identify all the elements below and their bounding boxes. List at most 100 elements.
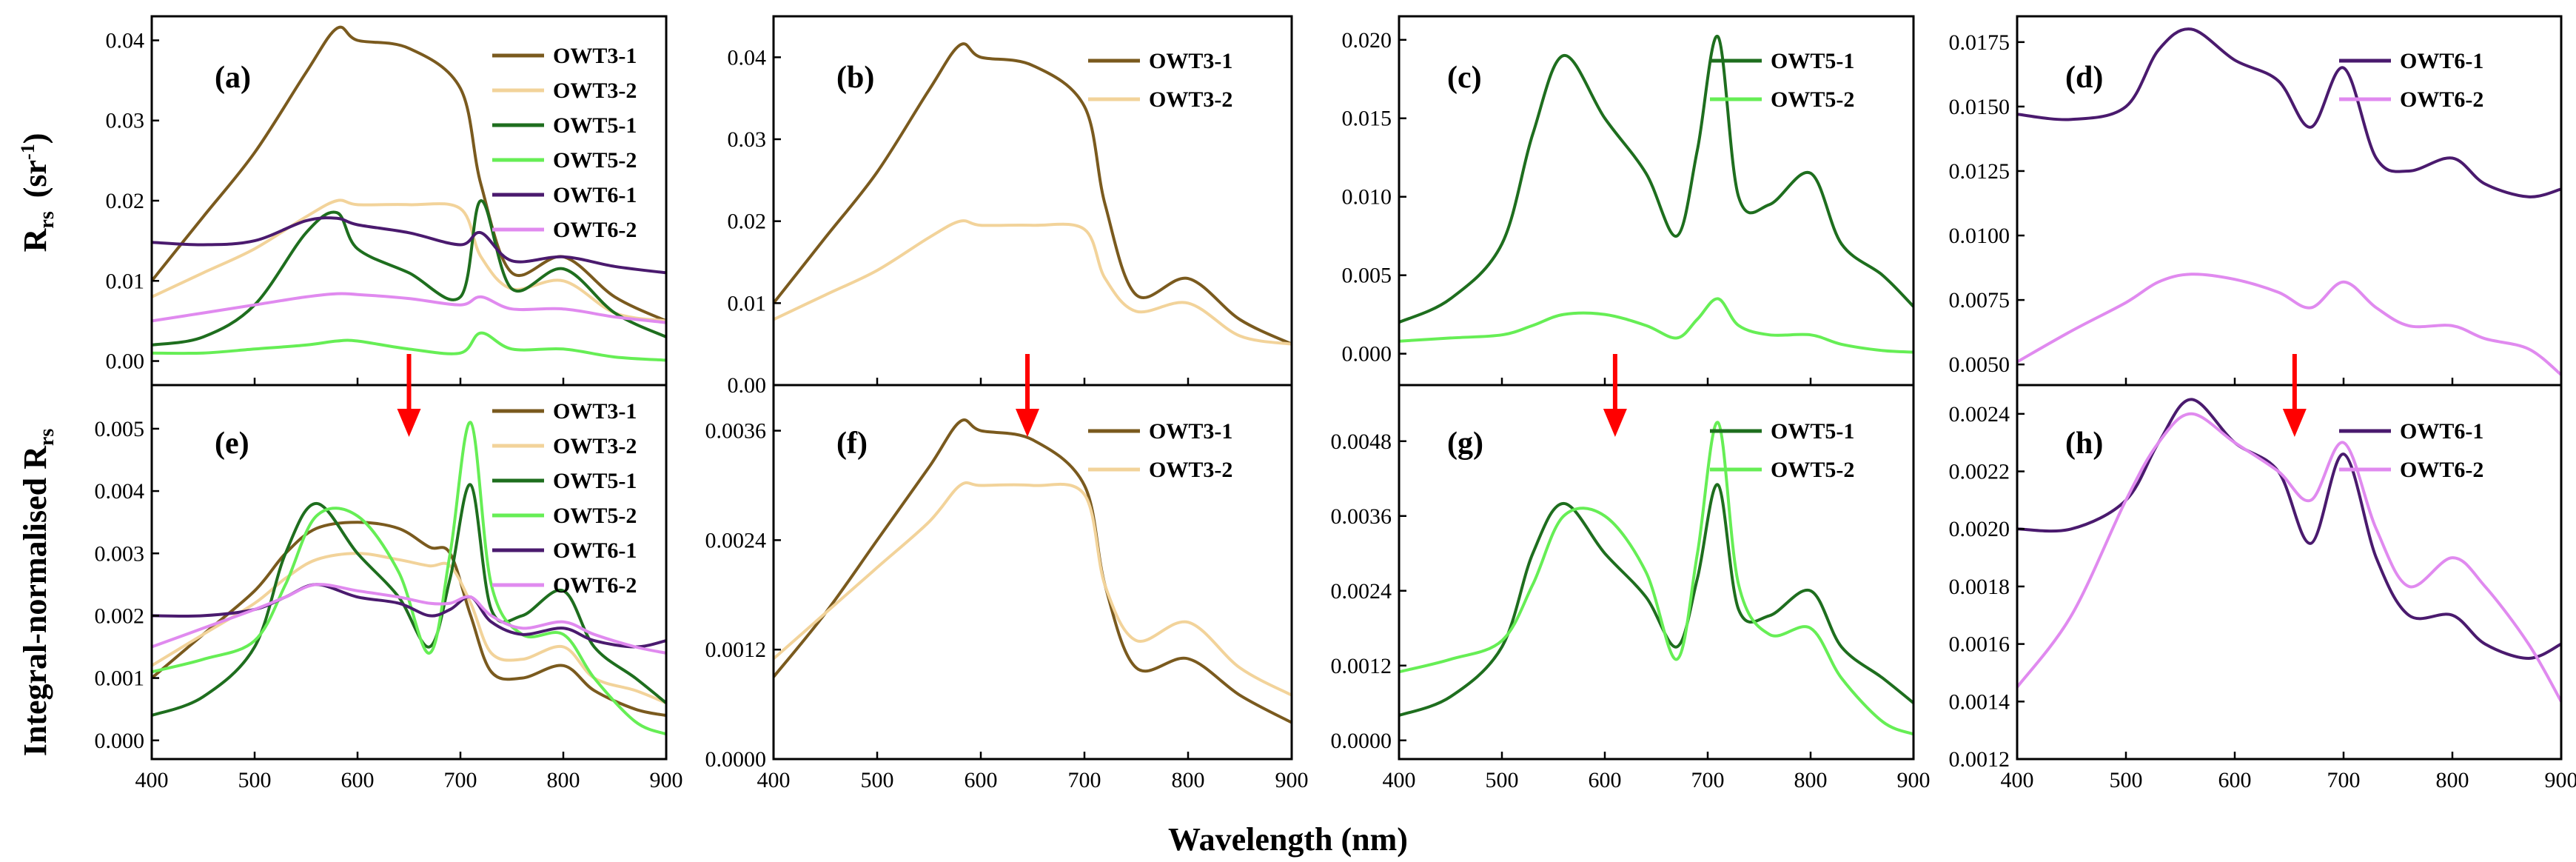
x-tick-label: 600 [1589,768,1622,792]
legend: OWT5-1 OWT5-2 [1710,419,1854,482]
legend: OWT6-1 OWT6-2 [2339,419,2483,482]
y-tick-label: 0.0050 [1949,353,2010,377]
x-tick-label: 900 [1897,768,1931,792]
arrow-head [1016,409,1039,437]
series-line-owt6-2 [2017,412,2561,703]
red-arrow [1603,354,1627,437]
series-line-owt6-1 [152,216,666,275]
series-layer [152,25,666,362]
y-tick-label: 0.0000 [1331,729,1392,753]
arrow-head [2282,409,2307,437]
series-layer [2017,398,2561,703]
y-tick-label: 0.0016 [1949,632,2010,657]
x-tick-label: 800 [1794,768,1828,792]
y-tick-label: 0.0036 [1331,504,1392,529]
series-line-owt6-2 [2017,273,2561,376]
x-axis-title: Wavelength (nm) [1168,821,1408,858]
legend-label: OWT6-1 [2400,419,2483,444]
y-axis-title-bottom-main: Integral-normalised R [17,445,53,756]
y-tick-label: 0.0020 [1949,517,2010,541]
red-arrow [2282,354,2307,437]
y-tick-label: 0.04 [728,45,767,70]
y-tick-label: 0.0022 [1949,460,2010,484]
series-layer [774,418,1292,724]
y-tick-label: 0.0036 [705,419,767,444]
x-tick-label: 500 [861,768,894,792]
y-axis-title-top-unit-sup: -1 [17,144,38,160]
series-line-owt5-2 [152,421,666,736]
legend: OWT3-1 OWT3-2 [1088,419,1232,482]
x-tick-label: 700 [1068,768,1101,792]
panel-label: (h) [2065,427,2103,461]
y-tick-label: 0.0000 [705,747,767,772]
arrows-layer [397,354,2307,437]
y-tick-label: 0.02 [106,189,145,213]
x-tick-label: 500 [2110,768,2143,792]
y-tick-label: 0.0024 [1949,402,2010,427]
y-tick-label: 0.005 [95,417,145,441]
legend-label: OWT5-2 [1771,458,1854,482]
legend-label: OWT5-1 [1771,419,1854,444]
y-tick-label: 0.015 [1342,107,1392,131]
series-layer [1399,35,1913,354]
legend-label: OWT6-1 [2400,49,2483,73]
y-axis-title-bottom: Integral-normalised Rrs [17,429,58,757]
legend-label: OWT6-2 [2400,458,2483,482]
series-line-owt5-2 [152,331,666,362]
x-tick-label: 900 [650,768,683,792]
panel-a: 0.00 0.01 0.02 0.03 0.04 (a) OWT3-1 OWT3-2 OWT5-… [106,15,668,387]
x-tick-label: 800 [2436,768,2469,792]
legend-label: OWT3-2 [1149,458,1232,482]
y-tick-label: 0.010 [1342,185,1392,210]
series-line-owt6-2 [152,583,666,655]
legend-label: OWT6-2 [553,573,637,598]
legend: OWT5-1 OWT5-2 [1710,49,1854,112]
x-tick-label: 700 [1691,768,1725,792]
series-line-owt6-1 [2017,398,2561,660]
x-tick-label: 400 [2001,768,2034,792]
panel-d: 0.0050 0.0075 0.0100 0.0125 0.0150 0.0175 (d) O… [1949,15,2563,387]
x-tick-label: 600 [341,768,375,792]
legend-label: OWT6-2 [553,218,637,242]
y-tick-label: 0.0075 [1949,288,2010,313]
panel-h: 400 500 600 700 800 900 0.0012 0.0014 0.0016 0.00… [1949,384,2576,792]
y-tick-label: 0.0018 [1949,575,2010,599]
panel-label: (c) [1447,61,1482,95]
y-tick-label: 0.0125 [1949,159,2010,184]
arrow-head [397,409,421,437]
legend-label: OWT3-2 [1149,87,1232,112]
y-tick-label: 0.0024 [705,528,767,552]
series-line-owt3-2 [152,198,666,323]
x-tick-label: 400 [1383,768,1416,792]
y-tick-label: 0.002 [95,604,145,628]
legend-label: OWT6-1 [553,538,637,563]
legend: OWT3-1 OWT3-2 [1088,49,1232,112]
arrow-head [1603,409,1627,437]
legend-label: OWT5-2 [553,148,637,173]
legend-label: OWT5-2 [553,504,637,528]
panels-layer: 0.00 0.01 0.02 0.03 0.04 (a) OWT3-1 OWT3-2 OWT5-… [95,15,2576,792]
legend: OWT3-1 OWT3-2 OWT5-1 OWT5-2 OWT6-1 OWT6-2 [492,399,637,598]
x-tick-label: 500 [238,768,272,792]
legend-label: OWT6-1 [553,183,637,207]
plot-frame [772,384,1293,761]
legend-label: OWT3-1 [1149,49,1232,73]
series-line-owt3-2 [774,481,1292,697]
series-line-owt5-1 [1399,35,1913,324]
series-line-owt3-2 [152,552,666,705]
x-tick-label: 900 [2545,768,2576,792]
legend-label: OWT5-1 [1771,49,1854,73]
y-tick-label: 0.01 [728,291,767,315]
red-arrow [397,354,421,437]
y-tick-label: 0.001 [95,666,145,691]
panel-b: 0.00 0.01 0.02 0.03 0.04 (b) OWT3-1 OWT3-2 [728,15,1293,398]
series-line-owt6-2 [152,292,666,324]
y-tick-label: 0.00 [728,373,767,398]
x-tick-label: 800 [547,768,580,792]
x-tick-label: 400 [135,768,169,792]
y-tick-label: 0.0014 [1949,689,2010,714]
legend: OWT6-1 OWT6-2 [2339,49,2483,112]
y-axis-title-top-unit-open: (sr [17,160,53,198]
series-line-owt3-2 [774,219,1292,346]
legend-label: OWT3-2 [553,434,637,458]
